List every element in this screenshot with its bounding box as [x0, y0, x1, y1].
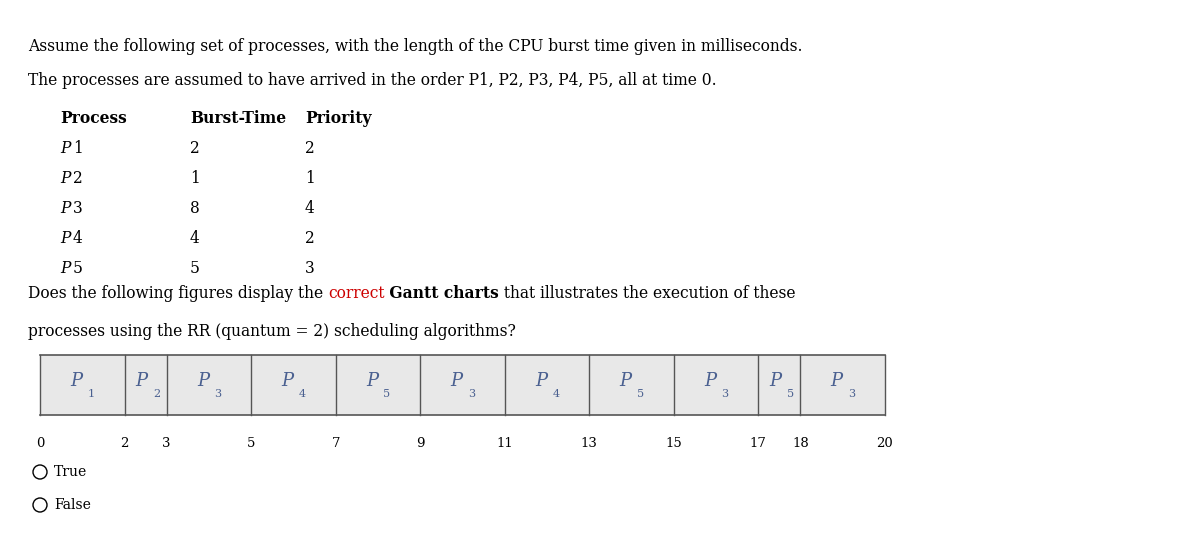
Text: 1: 1	[190, 170, 200, 187]
Text: 1: 1	[72, 140, 83, 157]
Text: False: False	[53, 498, 90, 512]
Text: 5: 5	[786, 389, 794, 399]
Text: P: P	[535, 372, 546, 390]
Text: P: P	[770, 372, 782, 390]
Text: P: P	[70, 372, 82, 390]
Bar	[125, 355, 166, 415]
Text: 5: 5	[384, 389, 391, 399]
Text: P: P	[830, 372, 842, 390]
Text: P: P	[450, 372, 462, 390]
Text: 8: 8	[190, 200, 200, 217]
Text: 13: 13	[581, 437, 598, 450]
Text: 5: 5	[247, 437, 255, 450]
Text: 2: 2	[153, 389, 160, 399]
Text: that illustrates the execution of these: that illustrates the execution of these	[499, 285, 796, 302]
Text: P: P	[366, 372, 378, 390]
Text: 4: 4	[72, 230, 83, 247]
Text: 3: 3	[72, 200, 83, 217]
Text: 3: 3	[721, 389, 728, 399]
Text: 9: 9	[416, 437, 424, 450]
Text: 4: 4	[299, 389, 307, 399]
Text: 2: 2	[305, 140, 315, 157]
Text: processes using the RR (quantum = 2) scheduling algorithms?: processes using the RR (quantum = 2) sch…	[29, 323, 516, 340]
Bar	[166, 355, 251, 415]
Text: 3: 3	[848, 389, 855, 399]
Text: 5: 5	[190, 260, 200, 277]
Text: P: P	[61, 230, 70, 247]
Text: P: P	[197, 372, 209, 390]
Bar	[758, 355, 801, 415]
Text: 15: 15	[665, 437, 682, 450]
Text: 3: 3	[305, 260, 315, 277]
Text: 5: 5	[72, 260, 83, 277]
Text: 20: 20	[877, 437, 893, 450]
Text: P: P	[61, 260, 70, 277]
Bar	[505, 355, 589, 415]
Text: 2: 2	[305, 230, 315, 247]
Text: P: P	[135, 372, 147, 390]
Text: 2: 2	[120, 437, 128, 450]
Text: 3: 3	[163, 437, 171, 450]
Bar	[801, 355, 885, 415]
Text: P: P	[61, 170, 70, 187]
Text: 4: 4	[305, 200, 315, 217]
Text: 1: 1	[88, 389, 95, 399]
Text: 18: 18	[792, 437, 809, 450]
Bar	[251, 355, 336, 415]
Text: P: P	[619, 372, 632, 390]
Text: 4: 4	[190, 230, 200, 247]
Text: Burst-Time: Burst-Time	[190, 110, 286, 127]
Text: Process: Process	[61, 110, 127, 127]
Text: 3: 3	[468, 389, 475, 399]
Text: True: True	[53, 465, 87, 479]
Text: 5: 5	[637, 389, 644, 399]
Text: 17: 17	[750, 437, 766, 450]
Text: Priority: Priority	[305, 110, 372, 127]
Text: 0: 0	[36, 437, 44, 450]
Bar	[589, 355, 674, 415]
Text: Assume the following set of processes, with the length of the CPU burst time giv: Assume the following set of processes, w…	[29, 38, 803, 55]
Text: 2: 2	[190, 140, 200, 157]
Text: 7: 7	[331, 437, 340, 450]
Text: 2: 2	[72, 170, 83, 187]
Text: correct: correct	[328, 285, 385, 302]
Text: Gantt charts: Gantt charts	[385, 285, 499, 302]
Text: 11: 11	[497, 437, 513, 450]
Text: P: P	[704, 372, 716, 390]
Text: P: P	[61, 140, 70, 157]
Bar	[40, 355, 125, 415]
Text: 4: 4	[552, 389, 560, 399]
Text: P: P	[61, 200, 70, 217]
Text: 1: 1	[305, 170, 315, 187]
Bar	[336, 355, 421, 415]
Bar	[421, 355, 505, 415]
Text: Does the following figures display the: Does the following figures display the	[29, 285, 328, 302]
Text: P: P	[282, 372, 293, 390]
Bar	[674, 355, 758, 415]
Text: The processes are assumed to have arrived in the order P1, P2, P3, P4, P5, all a: The processes are assumed to have arrive…	[29, 72, 716, 89]
Text: 3: 3	[215, 389, 222, 399]
